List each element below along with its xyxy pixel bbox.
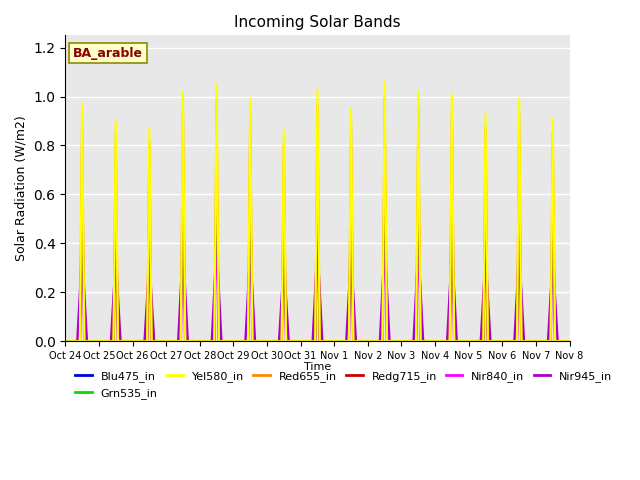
Text: BA_arable: BA_arable: [73, 47, 143, 60]
Blu475_in: [61, 338, 69, 344]
Grn535_in: [170, 338, 177, 344]
Nir945_in: [170, 338, 177, 344]
Line: Red655_in: Red655_in: [65, 97, 570, 341]
Nir840_in: [381, 180, 388, 186]
Grn535_in: [381, 140, 388, 145]
Y-axis label: Solar Radiation (W/m2): Solar Radiation (W/m2): [15, 115, 28, 261]
Nir840_in: [61, 338, 69, 344]
Redg715_in: [170, 338, 177, 344]
Redg715_in: [164, 338, 172, 344]
Nir945_in: [164, 338, 172, 344]
Grn535_in: [564, 338, 572, 344]
Blu475_in: [170, 338, 177, 344]
Red655_in: [458, 338, 466, 344]
Line: Grn535_in: Grn535_in: [65, 143, 570, 341]
Nir945_in: [564, 338, 572, 344]
Blu475_in: [164, 338, 172, 344]
Blu475_in: [250, 338, 258, 344]
Grn535_in: [458, 338, 466, 344]
Nir945_in: [566, 338, 573, 344]
Grn535_in: [250, 338, 258, 344]
Nir945_in: [387, 338, 394, 344]
Blu475_in: [564, 338, 572, 344]
Red655_in: [387, 338, 394, 344]
Grn535_in: [387, 338, 394, 344]
Line: Nir945_in: Nir945_in: [65, 245, 570, 341]
Red655_in: [61, 338, 69, 344]
Yel580_in: [170, 338, 177, 344]
Line: Redg715_in: Redg715_in: [65, 148, 570, 341]
Nir840_in: [566, 338, 573, 344]
Yel580_in: [164, 338, 172, 344]
Nir840_in: [564, 338, 572, 344]
Yel580_in: [458, 338, 466, 344]
Blu475_in: [566, 338, 573, 344]
Yel580_in: [250, 338, 258, 344]
Nir840_in: [250, 338, 258, 344]
Redg715_in: [458, 338, 466, 344]
Yel580_in: [387, 338, 394, 344]
Red655_in: [564, 338, 572, 344]
Red655_in: [381, 95, 388, 100]
Blu475_in: [381, 148, 388, 154]
Redg715_in: [566, 338, 573, 344]
Nir840_in: [170, 338, 177, 344]
X-axis label: Time: Time: [304, 362, 331, 372]
Nir945_in: [61, 338, 69, 344]
Red655_in: [164, 338, 172, 344]
Blu475_in: [458, 338, 466, 344]
Redg715_in: [387, 338, 394, 344]
Redg715_in: [61, 338, 69, 344]
Yel580_in: [381, 79, 388, 84]
Legend: Blu475_in, Grn535_in, Yel580_in, Red655_in, Redg715_in, Nir840_in, Nir945_in: Blu475_in, Grn535_in, Yel580_in, Red655_…: [71, 367, 617, 403]
Red655_in: [250, 338, 258, 344]
Yel580_in: [564, 338, 572, 344]
Grn535_in: [164, 338, 172, 344]
Blu475_in: [387, 338, 394, 344]
Redg715_in: [381, 145, 388, 151]
Red655_in: [566, 338, 573, 344]
Nir840_in: [458, 338, 466, 344]
Grn535_in: [566, 338, 573, 344]
Nir945_in: [381, 242, 388, 248]
Nir840_in: [387, 338, 394, 344]
Line: Nir840_in: Nir840_in: [65, 183, 570, 341]
Redg715_in: [564, 338, 572, 344]
Nir945_in: [458, 338, 466, 344]
Line: Blu475_in: Blu475_in: [65, 151, 570, 341]
Yel580_in: [61, 338, 69, 344]
Yel580_in: [566, 338, 573, 344]
Grn535_in: [61, 338, 69, 344]
Line: Yel580_in: Yel580_in: [65, 82, 570, 341]
Redg715_in: [250, 338, 258, 344]
Nir840_in: [164, 338, 172, 344]
Red655_in: [170, 338, 177, 344]
Nir945_in: [250, 322, 258, 327]
Title: Incoming Solar Bands: Incoming Solar Bands: [234, 15, 401, 30]
